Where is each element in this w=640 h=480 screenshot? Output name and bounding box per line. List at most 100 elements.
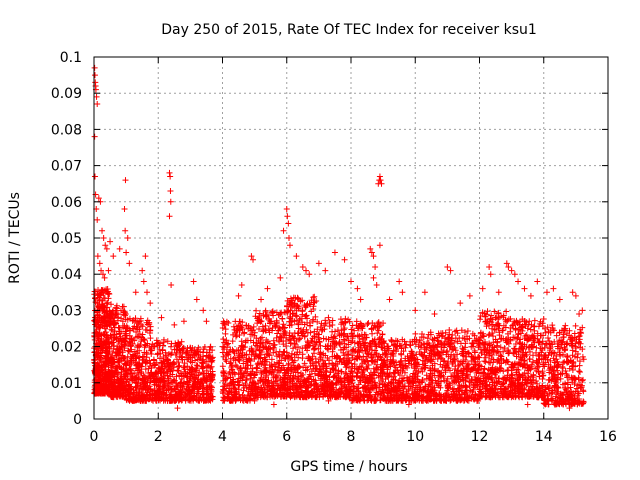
data-point	[318, 320, 325, 327]
data-point	[155, 388, 162, 395]
data-point	[111, 324, 118, 331]
data-point	[251, 371, 258, 378]
data-point	[286, 298, 293, 305]
data-point	[164, 338, 171, 345]
data-point	[388, 336, 395, 343]
data-point	[424, 335, 431, 342]
data-point	[405, 357, 412, 364]
data-point	[208, 358, 215, 365]
data-point	[176, 362, 183, 369]
data-point	[291, 357, 298, 364]
data-point	[308, 378, 315, 385]
data-point	[354, 354, 361, 361]
data-point	[230, 323, 237, 330]
data-point	[378, 344, 385, 351]
data-point	[160, 383, 167, 390]
data-point	[117, 375, 124, 382]
data-point	[97, 288, 104, 295]
data-point	[160, 389, 167, 396]
data-point	[402, 341, 409, 348]
data-point	[504, 358, 511, 365]
data-point	[164, 357, 171, 364]
data-point	[372, 341, 379, 348]
data-point	[315, 368, 322, 375]
data-point	[364, 350, 371, 357]
data-point	[164, 384, 171, 391]
data-point	[103, 387, 110, 394]
data-point	[128, 346, 135, 353]
data-point	[175, 388, 182, 395]
data-point	[330, 334, 337, 341]
data-point	[177, 392, 184, 399]
data-point	[287, 389, 294, 396]
data-point	[135, 354, 142, 361]
data-point	[235, 382, 242, 389]
data-point	[222, 356, 229, 363]
data-point	[115, 387, 122, 394]
data-point	[239, 319, 246, 326]
data-point	[331, 372, 338, 379]
data-point	[304, 302, 311, 309]
data-point	[263, 337, 270, 344]
data-point	[308, 368, 315, 375]
data-point	[280, 325, 287, 332]
data-point	[256, 325, 263, 332]
data-point	[393, 348, 400, 355]
data-point	[232, 362, 239, 369]
data-point	[314, 318, 321, 325]
data-point	[164, 372, 171, 379]
data-point	[301, 333, 308, 340]
data-point	[337, 389, 344, 396]
data-point	[113, 346, 120, 353]
data-point	[289, 380, 296, 387]
data-point	[268, 318, 275, 325]
data-point	[237, 396, 244, 403]
data-point	[208, 374, 215, 381]
data-point	[249, 348, 256, 355]
data-point	[353, 374, 360, 381]
data-point	[385, 373, 392, 380]
data-point	[201, 397, 208, 404]
data-point	[147, 323, 154, 330]
data-point	[126, 332, 133, 339]
data-point	[384, 345, 391, 352]
data-point	[143, 351, 150, 358]
data-point	[369, 330, 376, 337]
grid	[94, 57, 608, 419]
data-point	[481, 366, 488, 373]
data-point	[302, 377, 309, 384]
data-point	[368, 325, 375, 332]
data-point	[243, 322, 250, 329]
data-point	[133, 386, 140, 393]
data-point	[337, 355, 344, 362]
data-point	[156, 376, 163, 383]
data-point	[221, 344, 228, 351]
data-point	[299, 297, 306, 304]
data-point	[205, 353, 212, 360]
data-point	[126, 366, 133, 373]
data-point	[304, 338, 311, 345]
data-point	[187, 358, 194, 365]
data-point	[144, 389, 151, 396]
data-point	[329, 321, 336, 328]
data-point	[184, 356, 191, 363]
data-point	[108, 340, 115, 347]
data-point	[230, 331, 237, 338]
data-point	[135, 320, 142, 327]
data-point	[363, 353, 370, 360]
data-point	[341, 382, 348, 389]
data-point	[247, 331, 254, 338]
data-point	[159, 342, 166, 349]
data-point	[184, 373, 191, 380]
data-point	[177, 381, 184, 388]
data-point	[149, 371, 156, 378]
data-point	[322, 373, 329, 380]
data-point	[288, 350, 295, 357]
data-point	[120, 337, 127, 344]
data-point	[137, 368, 144, 375]
data-point	[340, 393, 347, 400]
data-point	[262, 322, 269, 329]
data-point	[168, 386, 175, 393]
data-point	[305, 384, 312, 391]
data-point	[257, 355, 264, 362]
